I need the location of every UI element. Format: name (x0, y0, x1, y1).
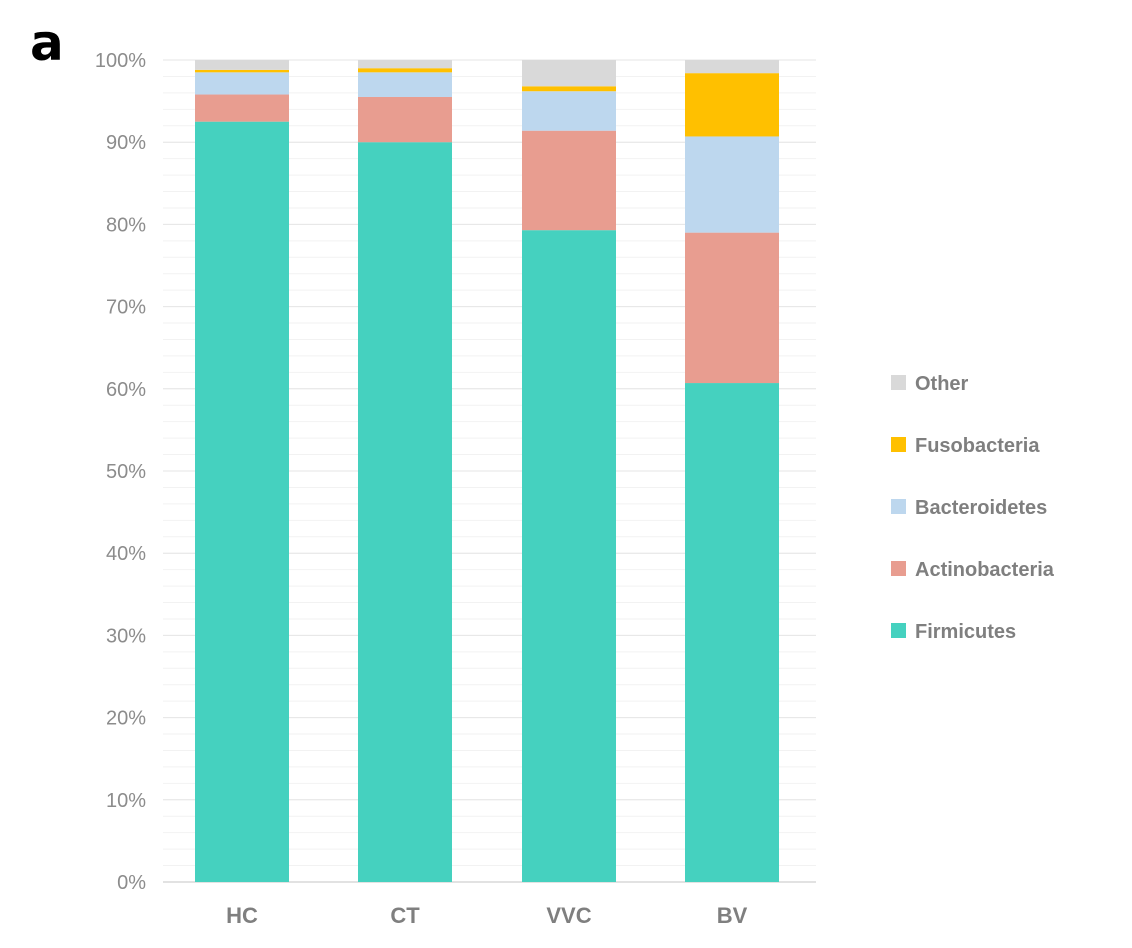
legend: Other Fusobacteria Bacteroidetes Actinobact… (891, 373, 1055, 643)
bar-segment-firmicutes-hc (195, 121, 289, 882)
bar-segment-actinobacteria-bv (685, 232, 779, 384)
legend-label-bacteroidetes: Bacteroidetes (915, 497, 1047, 519)
legend-swatch-bacteroidetes (891, 499, 906, 514)
bar-segment-fusobacteria-vvc (522, 86, 616, 92)
y-tick-label: 20% (106, 708, 146, 730)
bar-segment-firmicutes-ct (358, 142, 452, 882)
legend-swatch-fusobacteria (891, 437, 906, 452)
bar-segment-fusobacteria-hc (195, 69, 289, 73)
bar-segment-bacteroidetes-bv (685, 136, 779, 233)
y-tick-label: 70% (106, 297, 146, 319)
y-tick-label: 80% (106, 214, 146, 236)
x-tick-label: VVC (546, 903, 591, 928)
y-tick-label: 90% (106, 132, 146, 154)
bar-segment-firmicutes-vvc (522, 230, 616, 883)
legend-label-actinobacteria: Actinobacteria (915, 559, 1055, 581)
legend-label-other: Other (915, 373, 969, 395)
bar-segment-actinobacteria-ct (358, 96, 452, 143)
x-tick-label: HC (226, 903, 258, 928)
bar-segment-other-ct (358, 60, 452, 69)
y-tick-label: 100% (95, 50, 146, 72)
panel-label: a (30, 14, 64, 72)
y-tick-label: 10% (106, 790, 146, 812)
y-tick-label: 50% (106, 461, 146, 483)
bar-segment-bacteroidetes-hc (195, 72, 289, 95)
x-axis: HC CT VVC BV (226, 903, 747, 928)
legend-swatch-actinobacteria (891, 561, 906, 576)
legend-swatch-other (891, 375, 906, 390)
bars (195, 60, 779, 883)
bar-segment-firmicutes-bv (685, 383, 779, 882)
x-tick-label: CT (390, 903, 420, 928)
bar-segment-fusobacteria-ct (358, 68, 452, 73)
bar-segment-bacteroidetes-vvc (522, 91, 616, 131)
bar-segment-actinobacteria-vvc (522, 130, 616, 231)
y-axis: 0% 10% 20% 30% 40% 50% 60% 70% 80% 90% 100% (95, 50, 146, 894)
bar-segment-other-vvc (522, 60, 616, 87)
legend-label-fusobacteria: Fusobacteria (915, 435, 1040, 457)
bar-segment-fusobacteria-bv (685, 73, 779, 137)
y-tick-label: 60% (106, 379, 146, 401)
y-tick-label: 30% (106, 625, 146, 647)
legend-swatch-firmicutes (891, 623, 906, 638)
bar-segment-bacteroidetes-ct (358, 72, 452, 97)
x-tick-label: BV (717, 903, 748, 928)
bar-segment-actinobacteria-hc (195, 94, 289, 122)
y-tick-label: 0% (117, 872, 146, 894)
bar-segment-other-bv (685, 60, 779, 74)
y-tick-label: 40% (106, 543, 146, 565)
legend-label-firmicutes: Firmicutes (915, 621, 1016, 643)
bar-segment-other-hc (195, 60, 289, 70)
